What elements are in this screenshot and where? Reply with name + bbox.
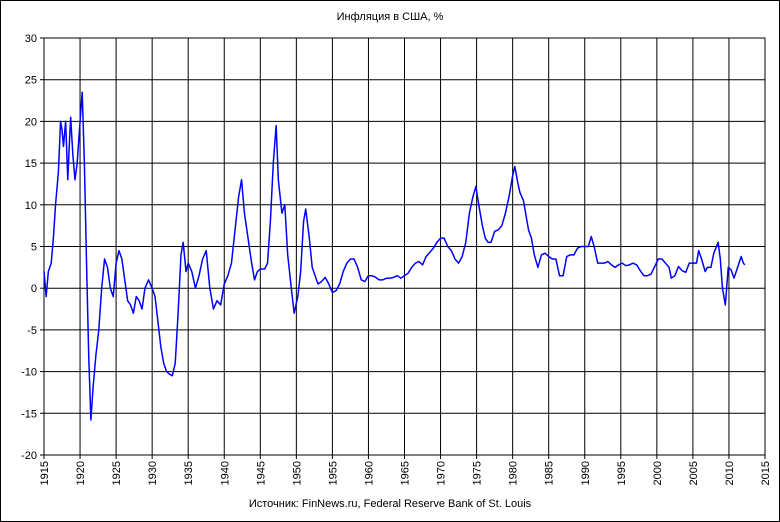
x-tick-label: 1980	[508, 461, 520, 485]
x-tick-label: 1920	[75, 461, 87, 485]
x-tick-label: 2015	[760, 461, 772, 485]
x-tick-label: 2010	[724, 461, 736, 485]
x-tick-label: 1935	[183, 461, 195, 485]
y-tick-label: 15	[25, 158, 37, 170]
data-line	[43, 91, 746, 421]
plot-border	[43, 37, 766, 456]
x-tick-label: 1940	[219, 461, 231, 485]
x-tick-label: 1930	[147, 461, 159, 485]
x-tick-label: 1945	[255, 461, 267, 485]
x-tick-label: 1990	[580, 461, 592, 485]
y-tick-label: 25	[25, 75, 37, 87]
x-tick-label: 1965	[400, 461, 412, 485]
x-tick-label: 1995	[616, 461, 628, 485]
y-tick-label: 10	[25, 200, 37, 212]
x-tick-label: 1950	[291, 461, 303, 485]
x-tick-label: 2005	[688, 461, 700, 485]
x-tick-label: 1915	[39, 461, 51, 485]
x-tick-label: 1975	[472, 461, 484, 485]
y-tick-label: -5	[27, 325, 37, 337]
x-tick-label: 1925	[111, 461, 123, 485]
x-tick-label: 1970	[436, 461, 448, 485]
x-tick-label: 2000	[652, 461, 664, 485]
x-tick-label: 1955	[327, 461, 339, 485]
source-note: Источник: FinNews.ru, Federal Reserve Ba…	[249, 498, 532, 510]
y-tick-label: 0	[31, 283, 37, 295]
chart-title: Инфляция в США, %	[337, 11, 444, 23]
y-tick-label: 20	[25, 116, 37, 128]
y-tick-label: 30	[25, 33, 37, 45]
y-tick-label: -10	[21, 367, 37, 379]
x-tick-label: 1985	[544, 461, 556, 485]
y-tick-label: -15	[21, 408, 37, 420]
y-tick-label: 5	[31, 242, 37, 254]
y-tick-label: -20	[21, 450, 37, 462]
x-tick-label: 1960	[363, 461, 375, 485]
